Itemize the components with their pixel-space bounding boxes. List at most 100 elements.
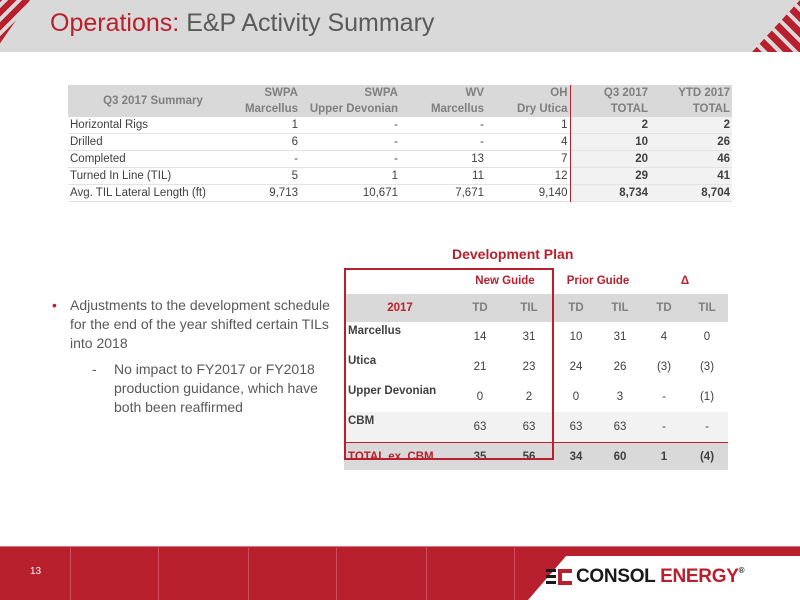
cell: 31	[522, 331, 536, 343]
cell: 1	[642, 442, 686, 470]
cell: -	[394, 136, 398, 148]
cell: (4)	[686, 442, 728, 470]
col-subheader: Marcellus	[400, 101, 486, 117]
cell: -	[394, 119, 398, 131]
row-label: TOTAL ex. CBM	[344, 442, 456, 470]
sub-bullet-item: - No impact to FY2017 or FY2018 producti…	[52, 360, 332, 417]
header-stripe-left	[0, 0, 30, 52]
page-number: 13	[30, 566, 42, 577]
row-label: Utica	[348, 355, 377, 367]
summary-header-row-1: Q3 2017 Summary SWPA SWPA WV OH Q3 2017 …	[68, 85, 732, 117]
group-prior-guide: Prior Guide	[566, 275, 630, 287]
col-subheader: Upper Devonian	[300, 101, 400, 117]
dash-icon: -	[92, 361, 97, 377]
bullet-text: Adjustments to the development schedule …	[70, 297, 330, 351]
cell: 35	[456, 442, 504, 470]
cell: -	[480, 136, 484, 148]
cell: 10	[569, 133, 650, 151]
table-row: Avg. TIL Lateral Length (ft) 9,713 10,67…	[68, 184, 732, 202]
cell: 6	[291, 136, 298, 148]
cell: 9,140	[538, 187, 568, 199]
cell: 20	[569, 150, 650, 168]
col-header: OH	[486, 85, 570, 101]
title-accent: Operations:	[50, 9, 180, 37]
cell: 9,713	[269, 187, 298, 199]
summary-table: Q3 2017 Summary SWPA SWPA WV OH Q3 2017 …	[68, 85, 732, 202]
registered-mark: ®	[738, 566, 745, 575]
col-subheader: TOTAL	[650, 101, 732, 117]
cell: -	[394, 153, 398, 165]
cell: 1	[291, 119, 298, 131]
cell: 63	[598, 412, 642, 443]
footer-grid-line	[248, 546, 249, 600]
cell: 7,671	[455, 187, 484, 199]
year-label: 2017	[344, 294, 456, 322]
bullet-list: • Adjustments to the development schedul…	[52, 296, 332, 417]
cell: 34	[554, 442, 598, 470]
footer-grid-line	[514, 546, 515, 600]
cell: 2	[525, 391, 533, 403]
consol-energy-logo: CONSOL ENERGY®	[546, 566, 744, 588]
col-header: YTD 2017	[650, 85, 732, 101]
cell: 63	[554, 412, 598, 443]
cell: 1	[561, 119, 568, 131]
table-row: Turned In Line (TIL) 5 1 11 12 29 41	[68, 167, 732, 185]
table-row: Completed - - 13 7 20 46	[68, 150, 732, 168]
col-subheader: Marcellus	[238, 101, 300, 117]
page-title: Operations: E&P Activity Summary	[50, 9, 434, 38]
footer-grid-line	[426, 546, 427, 600]
footer-grid-line	[336, 546, 337, 600]
col-header: WV	[400, 85, 486, 101]
bullet-item: • Adjustments to the development schedul…	[52, 296, 332, 353]
cell: -	[662, 391, 666, 403]
sub-bullet-text: No impact to FY2017 or FY2018 production…	[114, 361, 318, 415]
cell: 29	[569, 167, 650, 185]
table-row: Upper Devonian 0 2 0 3 - (1)	[344, 382, 728, 412]
cell: 24	[569, 361, 583, 373]
cell: 63	[504, 412, 554, 443]
cell: 1	[391, 170, 398, 182]
cell: 63	[456, 412, 504, 443]
logo-panel	[528, 556, 800, 600]
footer-grid-line	[70, 546, 71, 600]
row-label: Marcellus	[348, 325, 402, 337]
col-header: SWPA	[300, 85, 400, 101]
cell: 10	[569, 331, 583, 343]
header-stripe-right	[752, 0, 800, 52]
col-subheader: TD	[554, 294, 598, 322]
logo-word-consol: CONSOL	[576, 566, 656, 587]
col-subheader: TOTAL	[569, 101, 650, 117]
cell: -	[294, 153, 298, 165]
dev-subheader-row: 2017 TD TIL TD TIL TD TIL	[344, 294, 728, 322]
cell: 12	[554, 170, 568, 182]
col-subheader: TD	[456, 294, 504, 322]
group-new-guide: New Guide	[475, 275, 535, 287]
header-band: Operations: E&P Activity Summary	[0, 0, 800, 52]
table-row: Utica 21 23 24 26 (3) (3)	[344, 352, 728, 382]
cell: 13	[471, 153, 484, 165]
footer-grid-line	[158, 546, 159, 600]
cell: 23	[522, 361, 536, 373]
col-subheader: Dry Utica	[486, 101, 570, 117]
logo-text: CONSOL ENERGY®	[576, 566, 744, 588]
cell: 4	[561, 136, 568, 148]
cell: -	[642, 412, 686, 443]
table-row: Drilled 6 - - 4 10 26	[68, 133, 732, 151]
cell: 0	[572, 391, 580, 403]
cell: 21	[473, 361, 487, 373]
cell: 2	[569, 117, 650, 134]
cell: 46	[650, 150, 732, 168]
dev-plan-box: New Guide Prior Guide Δ 2017 TD TIL TD T…	[344, 268, 728, 470]
cell: (3)	[699, 361, 715, 373]
cell: 14	[473, 331, 487, 343]
cell: 60	[598, 442, 642, 470]
cell: 0	[703, 331, 711, 343]
col-subheader: TIL	[598, 294, 642, 322]
row-label: Horizontal Rigs	[70, 119, 148, 131]
cell: 8,734	[569, 184, 650, 202]
summary-title: Q3 2017 Summary	[68, 85, 238, 117]
cell: 4	[660, 331, 668, 343]
col-subheader: TIL	[686, 294, 728, 322]
cell: 31	[613, 331, 627, 343]
cell: 26	[650, 133, 732, 151]
